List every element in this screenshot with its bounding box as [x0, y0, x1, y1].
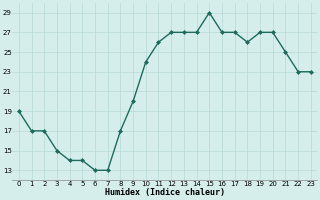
X-axis label: Humidex (Indice chaleur): Humidex (Indice chaleur)	[105, 188, 225, 197]
